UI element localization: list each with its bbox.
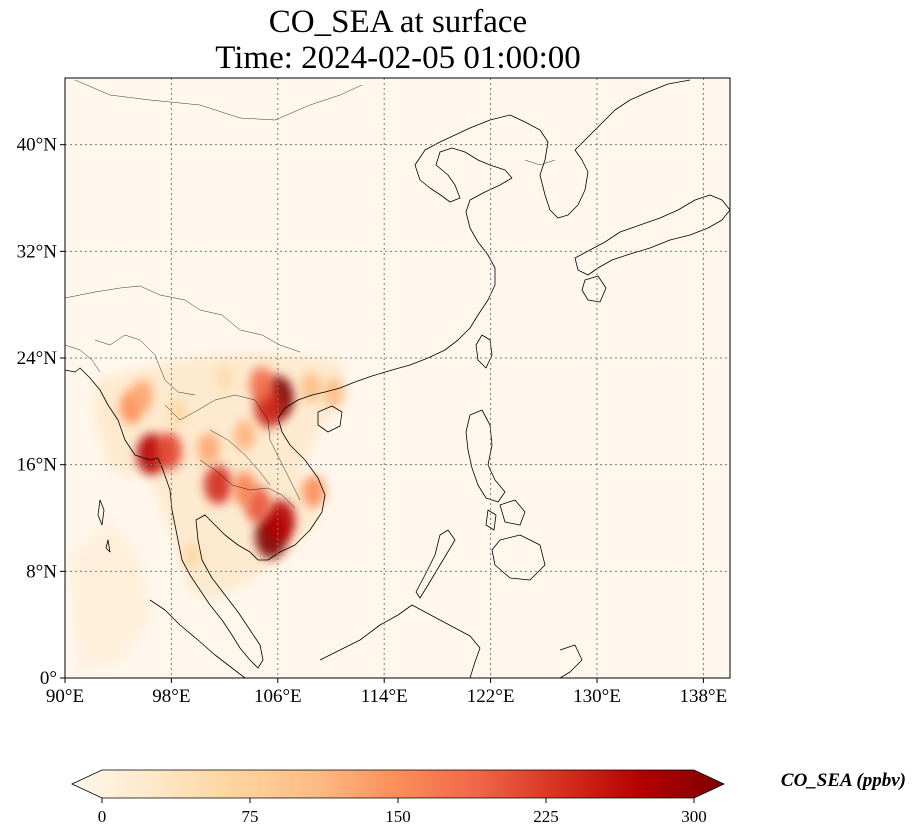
coastline-mindanao [491,534,546,581]
colorbar-tick-label: 75 [242,807,259,826]
coastline-taiwan [475,334,493,369]
lon-tick-label: 138°E [680,686,728,707]
co-hotspot [168,397,188,425]
co-hotspot [155,432,183,471]
coastline-japan [574,194,730,276]
lat-tick-label: 8°N [26,561,57,582]
haze-bay-of-bengal [68,520,150,670]
axis-ticks: 90°E 98°E 106°E 114°E 122°E 130°E 138°E 0° 8°N 16… [17,135,728,707]
colorbar-ticks: 0 75 150 225 300 [98,798,707,826]
lat-tick-label: 40°N [17,135,58,156]
coastline-visayas [485,499,526,531]
colorbar-tick-label: 150 [385,807,411,826]
co-hotspot [300,372,322,403]
lat-tick-label: 32°N [17,241,58,262]
coastline-andaman [97,499,111,553]
lon-tick-label: 106°E [254,686,302,707]
lat-tick-label: 24°N [17,348,58,369]
colorbar-bar [71,769,725,799]
coastline-mainland [65,79,691,669]
co-hotspot [302,474,326,508]
co-hotspot [204,465,232,505]
border-mongolia [74,79,363,121]
colorbar-tick-label: 225 [533,807,559,826]
coastline-hainan [317,405,343,433]
coastline-sulawesi [559,644,583,678]
lat-tick-label: 16°N [17,455,58,476]
coastline-borneo [319,604,481,678]
colorbar-tick-label: 300 [681,807,707,826]
lon-tick-label: 90°E [46,686,84,707]
coastline-kyushu [581,275,607,303]
lat-tick-label: 0° [40,668,57,689]
border-laos-vietnam [209,429,271,486]
co-hotspot [265,500,296,542]
plume-layer [120,364,344,569]
map-title-line-2: Time: 2024-02-05 01:00:00 [215,40,581,76]
border-thai-cambodia [199,459,296,509]
map-content [65,78,730,678]
border-korea [524,159,556,166]
co-hotspot [249,367,275,403]
map-frame [64,77,731,679]
lon-tick-label: 122°E [467,686,515,707]
border-india-bangladesh [65,344,101,373]
co-hotspot [215,364,234,392]
lon-tick-label: 98°E [152,686,190,707]
co-hotspot [233,419,256,451]
co-hotspot [131,379,154,412]
border-himalaya [65,285,301,353]
coastline-sumatra [149,599,246,678]
colorbar: 0 75 150 225 300 [71,769,725,826]
gridlines [65,78,730,678]
coastline-palawan [415,529,456,599]
co-hotspot [323,377,344,408]
map-title-line-1: CO_SEA at surface [268,4,528,40]
colorbar-tick-label: 0 [98,807,107,826]
borders [65,79,556,509]
co-hotspot [182,541,201,569]
border-myanmar-china [94,334,196,396]
lon-tick-label: 114°E [361,686,408,707]
co-hotspot [197,432,220,465]
border-myanmar-thai-laos [164,394,301,501]
colorbar-label: CO_SEA (ppbv) [780,770,906,791]
lon-tick-label: 130°E [573,686,621,707]
